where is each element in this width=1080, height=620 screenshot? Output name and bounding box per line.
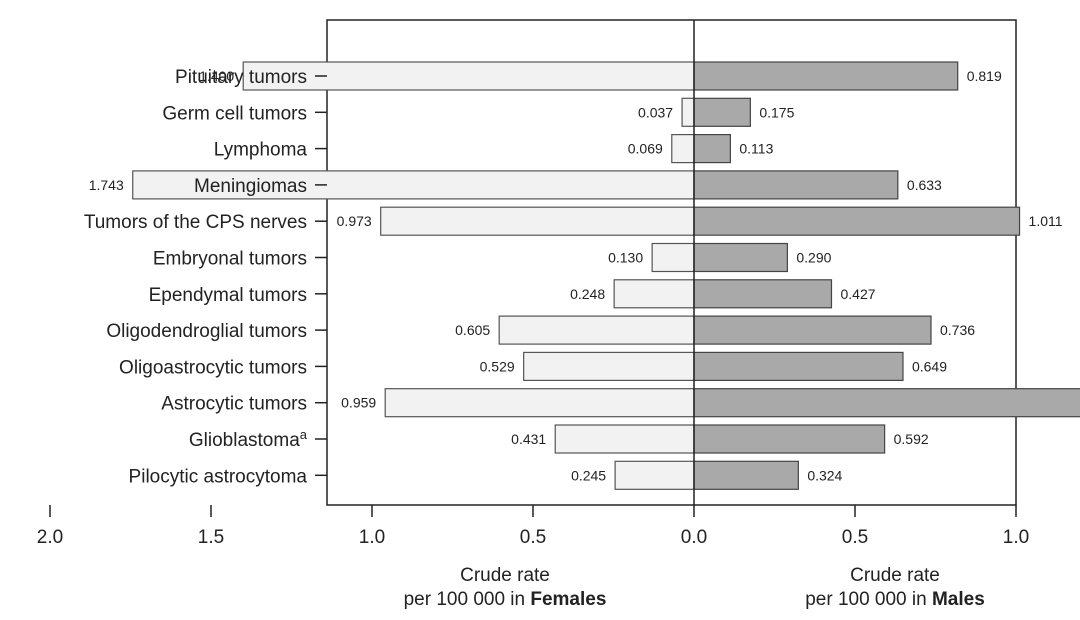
value-label-males-ependymal-tumors: 0.427 [840, 286, 875, 302]
bar-females-astrocytic-tumors [384, 388, 695, 418]
value-label-females-ependymal-tumors: 0.248 [570, 286, 605, 302]
bar-females-oligoastrocytic-tumors [523, 351, 695, 381]
bar-females-ependymal-tumors [613, 279, 695, 309]
x-tick-label: 1.0 [1003, 527, 1029, 548]
x-axis-label-males-prefix: per 100 000 in [805, 589, 932, 610]
bar-males-meningiomas [693, 170, 899, 200]
category-label-glioblastoma: Glioblastomaa [189, 427, 308, 451]
x-axis-label-females: Crude rate per 100 000 in Females [355, 564, 655, 612]
value-label-males-glioblastoma: 0.592 [894, 431, 929, 447]
category-label-lymphoma: Lymphoma [214, 140, 308, 161]
value-label-males-oligodendroglial-tumors: 0.736 [940, 322, 975, 338]
bar-females-oligodendroglial-tumors [498, 315, 695, 345]
x-axis-label-males-sex: Males [931, 589, 985, 610]
value-label-males-pilocytic-astrocytoma: 0.324 [807, 467, 842, 483]
x-axis: 2.01.51.00.50.00.51.01.52.0 [37, 505, 1029, 548]
value-label-females-oligodendroglial-tumors: 0.605 [455, 322, 490, 338]
x-axis-label-males-line1: Crude rate [850, 565, 940, 586]
bar-males-oligodendroglial-tumors [693, 315, 932, 345]
category-label-astrocytic-tumors: Astrocytic tumors [161, 394, 307, 415]
category-footnote-mark: a [300, 427, 308, 442]
bar-males-glioblastoma [693, 424, 886, 454]
value-label-females-pilocytic-astrocytoma: 0.245 [571, 467, 606, 483]
value-label-females-oligoastrocytic-tumors: 0.529 [480, 358, 515, 374]
x-tick-label: 0.5 [520, 527, 546, 548]
bar-males-pilocytic-astrocytoma [693, 460, 799, 490]
value-label-females-embryonal-tumors: 0.130 [608, 250, 643, 266]
value-label-males-tumors-of-the-cps-nerves: 1.011 [1029, 213, 1063, 229]
value-label-females-glioblastoma: 0.431 [511, 431, 546, 447]
bar-females-germ-cell-tumors [681, 97, 695, 127]
bar-males-germ-cell-tumors [693, 97, 751, 127]
x-axis-label-females-prefix: per 100 000 in [403, 589, 531, 610]
category-label-oligoastrocytic-tumors: Oligoastrocytic tumors [119, 357, 307, 378]
value-label-males-germ-cell-tumors: 0.175 [759, 104, 794, 120]
x-tick-label: 2.0 [37, 527, 63, 548]
category-label-pituitary-tumors: Pituitary tumors [175, 67, 307, 88]
x-axis-label-males: Crude rate per 100 000 in Males [745, 564, 1045, 612]
value-label-females-tumors-of-the-cps-nerves: 0.973 [337, 213, 372, 229]
x-axis-label-females-line1: Crude rate [460, 565, 550, 586]
x-tick-label: 0.0 [681, 527, 707, 548]
bar-males-ependymal-tumors [693, 279, 833, 309]
value-label-males-embryonal-tumors: 0.290 [796, 250, 831, 266]
x-tick-label: 0.5 [842, 527, 868, 548]
category-label-meningiomas: Meningiomas [194, 176, 307, 197]
value-label-females-astrocytic-tumors: 0.959 [341, 395, 376, 411]
value-label-males-oligoastrocytic-tumors: 0.649 [912, 358, 947, 374]
category-label-germ-cell-tumors: Germ cell tumors [162, 103, 307, 124]
value-label-females-germ-cell-tumors: 0.037 [638, 104, 673, 120]
category-label-pilocytic-astrocytoma: Pilocytic astrocytoma [129, 466, 308, 487]
bars-layer [132, 61, 1080, 490]
value-label-males-pituitary-tumors: 0.819 [967, 68, 1002, 84]
category-label-ependymal-tumors: Ependymal tumors [149, 285, 307, 306]
bar-females-glioblastoma [554, 424, 695, 454]
bar-males-tumors-of-the-cps-nerves [693, 206, 1021, 236]
bar-females-pituitary-tumors [242, 61, 695, 91]
bar-females-pilocytic-astrocytoma [614, 460, 695, 490]
bar-males-astrocytic-tumors [693, 388, 1080, 418]
value-label-females-lymphoma: 0.069 [628, 141, 663, 157]
value-label-females-meningiomas: 1.743 [89, 177, 124, 193]
bar-males-oligoastrocytic-tumors [693, 351, 904, 381]
bar-females-embryonal-tumors [651, 242, 695, 273]
category-label-tumors-of-the-cps-nerves: Tumors of the CPS nerves [84, 212, 307, 233]
bar-males-embryonal-tumors [693, 242, 788, 273]
plot-frame [326, 19, 1017, 506]
value-label-males-lymphoma: 0.113 [739, 141, 773, 157]
bar-females-tumors-of-the-cps-nerves [380, 206, 695, 236]
labels-layer: 1.400 0.819 Pituitary tumors 0.037 0.175 Germ… [84, 20, 1063, 505]
bar-females-lymphoma [671, 134, 695, 164]
x-axis-label-males-line2: per 100 000 in Males [745, 588, 1045, 612]
bar-males-lymphoma [693, 134, 731, 164]
value-label-females-pituitary-tumors: 1.400 [199, 68, 234, 84]
value-label-males-meningiomas: 0.633 [907, 177, 942, 193]
x-axis-label-females-sex: Females [530, 589, 607, 610]
x-tick-label: 1.0 [359, 527, 385, 548]
bar-males-pituitary-tumors [693, 61, 959, 91]
x-tick-label: 1.5 [198, 527, 224, 548]
x-axis-label-females-line2: per 100 000 in Females [355, 588, 655, 612]
category-label-embryonal-tumors: Embryonal tumors [153, 249, 307, 270]
category-label-oligodendroglial-tumors: Oligodendroglial tumors [106, 321, 307, 342]
bar-females-meningiomas [132, 170, 695, 200]
